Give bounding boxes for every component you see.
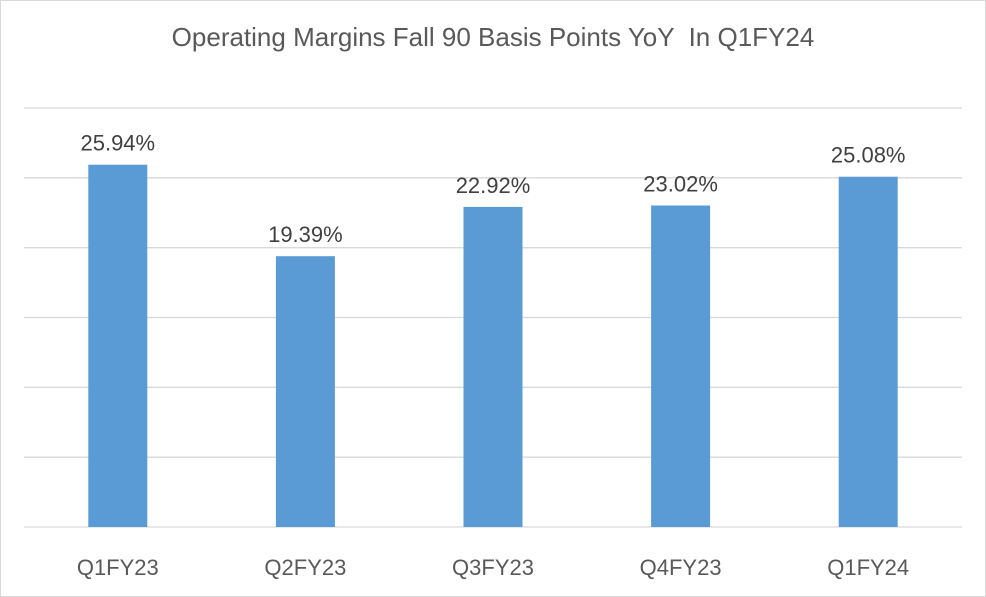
data-label-Q1FY23: 25.94%: [80, 131, 155, 156]
data-label-Q3FY23: 22.92%: [456, 173, 531, 198]
bar-Q1FY24: [838, 176, 898, 527]
x-axis-ticks: Q1FY23 Q2FY23 Q3FY23 Q4FY23 Q1FY24: [77, 555, 909, 580]
bar-Q4FY23: [651, 205, 711, 527]
bars: [88, 164, 898, 528]
chart-title: Operating Margins Fall 90 Basis Points Y…: [171, 22, 815, 52]
data-labels: 25.94% 19.39% 22.92% 23.02% 25.08%: [80, 131, 905, 247]
x-tick-label-Q4FY23: Q4FY23: [640, 555, 722, 580]
bar-Q3FY23: [463, 206, 523, 527]
x-tick-label-Q1FY24: Q1FY24: [827, 555, 909, 580]
x-tick-label-Q3FY23: Q3FY23: [452, 555, 534, 580]
data-label-Q4FY23: 23.02%: [643, 171, 718, 196]
x-tick-label-Q2FY23: Q2FY23: [264, 555, 346, 580]
x-tick-label-Q1FY23: Q1FY23: [77, 555, 159, 580]
data-label-Q1FY24: 25.08%: [831, 143, 906, 168]
bar-Q1FY23: [88, 164, 148, 528]
bar-Q2FY23: [275, 256, 335, 527]
data-label-Q2FY23: 19.39%: [268, 222, 343, 247]
